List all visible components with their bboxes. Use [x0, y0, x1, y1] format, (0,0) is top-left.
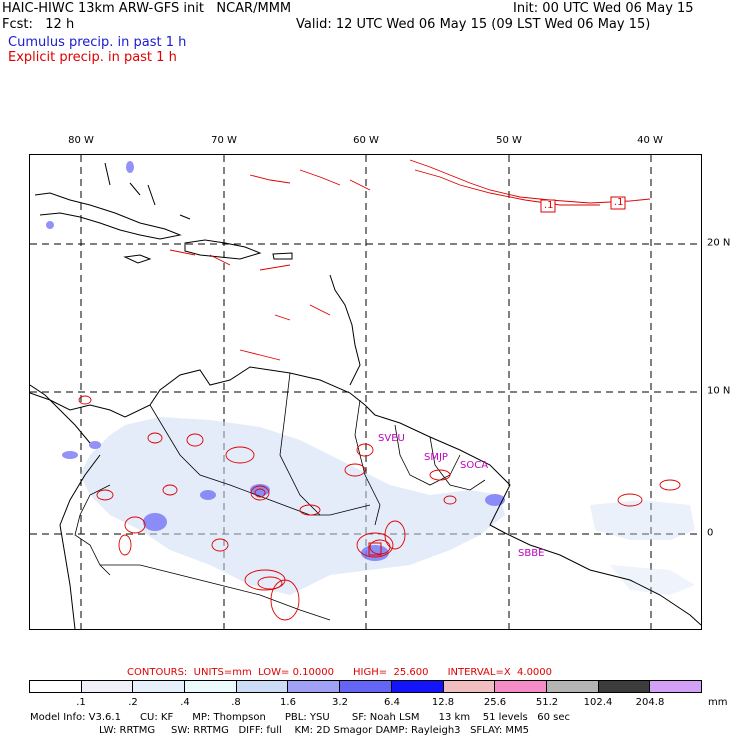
model-info-line2: LW: RRTMG SW: RRTMG DIFF: full KM: 2D Sm… — [99, 725, 529, 736]
station-soca: SOCA — [460, 460, 489, 471]
valid-time: Valid: 12 UTC Wed 06 May 15 (09 LST Wed … — [296, 17, 651, 32]
lon-label-40w: 40 W — [637, 135, 663, 146]
scale-label: .1 — [76, 697, 86, 708]
map-panel: .1 .1 SVEU SMJP SOCA SBBE — [29, 154, 702, 630]
scale-label: .2 — [128, 697, 138, 708]
map-svg — [29, 155, 702, 630]
lat-label-0: 0 — [707, 527, 714, 539]
scale-cell — [443, 681, 496, 692]
model-info-line1: Model Info: V3.6.1 CU: KF MP: Thompson P… — [30, 712, 570, 723]
explicit-legend: Explicit precip. in past 1 h — [8, 50, 177, 65]
scale-cell — [81, 681, 134, 692]
scale-cell — [288, 681, 341, 692]
init-time: Init: 00 UTC Wed 06 May 15 — [513, 1, 694, 16]
scale-cell — [30, 681, 82, 692]
scale-label: 6.4 — [384, 697, 400, 708]
forecast-hour: Fcst: 12 h — [2, 17, 75, 32]
scale-cell — [133, 681, 186, 692]
coastlines — [29, 162, 702, 630]
color-scale-bar — [29, 680, 702, 693]
contour-label-boxes — [368, 196, 626, 556]
scale-cell — [650, 681, 701, 692]
station-sbbe: SBBE — [518, 548, 545, 559]
explicit-precip-contours — [78, 159, 681, 621]
lat-label-10n: 10 N — [707, 385, 731, 397]
cumulus-legend: Cumulus precip. in past 1 h — [8, 35, 187, 50]
contour-label-2: .1 — [614, 197, 624, 208]
scale-cell — [340, 681, 392, 692]
plot-title: HAIC-HIWC 13km ARW-GFS init NCAR/MMM — [2, 1, 292, 16]
scale-label: 51.2 — [535, 697, 559, 708]
scale-label: 102.4 — [583, 697, 613, 708]
scale-label: .4 — [180, 697, 190, 708]
scale-label: 12.8 — [431, 697, 455, 708]
scale-cell — [185, 681, 237, 692]
scale-unit: mm — [708, 697, 728, 708]
lon-label-80w: 80 W — [68, 135, 94, 146]
contour-label-1: .1 — [544, 200, 554, 211]
scale-label: 204.8 — [635, 697, 665, 708]
scale-label: 25.6 — [483, 697, 507, 708]
scale-cell — [495, 681, 547, 692]
scale-label: 3.2 — [332, 697, 348, 708]
contours-info: CONTOURS: UNITS=mm LOW= 0.10000 HIGH= 25… — [127, 667, 553, 678]
lat-label-20n: 20 N — [707, 237, 731, 249]
scale-cell — [598, 681, 651, 692]
lon-label-70w: 70 W — [211, 135, 237, 146]
scale-cell — [236, 681, 289, 692]
station-smjp: SMJP — [424, 452, 448, 463]
scale-label: 1.6 — [280, 697, 296, 708]
scale-label: .8 — [231, 697, 241, 708]
scale-cell — [546, 681, 599, 692]
lon-label-60w: 60 W — [353, 135, 379, 146]
lat-lon-grid — [30, 155, 701, 629]
scale-cell — [391, 681, 444, 692]
lon-label-50w: 50 W — [496, 135, 522, 146]
station-sveu: SVEU — [378, 433, 405, 444]
